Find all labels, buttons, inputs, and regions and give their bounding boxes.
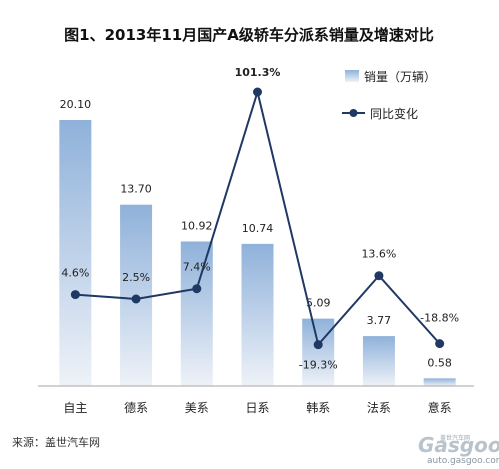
bar-value-label: 10.74 <box>242 222 274 235</box>
source-note: 来源：盖世汽车网 <box>12 435 100 449</box>
gasgoo-watermark: 盖世汽车网 Gasgoo auto.gasgoo.com <box>418 433 499 466</box>
watermark-brand: Gasgoo <box>418 433 499 457</box>
legend-label-line: 同比变化 <box>370 106 418 121</box>
legend-label-bar: 销量（万辆） <box>364 70 436 84</box>
line-point <box>192 284 202 294</box>
bar <box>241 243 274 386</box>
legend-swatch-marker <box>349 109 358 117</box>
x-tick-label: 韩系 <box>306 400 330 415</box>
line-point <box>70 290 80 300</box>
chart-title: 图1、2013年11月国产A级轿车分派系销量及增速对比 <box>64 26 434 44</box>
line-point <box>253 87 262 97</box>
x-tick-label: 德系 <box>124 400 148 415</box>
line-point <box>374 271 384 281</box>
watermark-url: auto.gasgoo.com <box>427 456 499 466</box>
bar-value-label: 5.09 <box>306 297 331 310</box>
line-value-label: 2.5% <box>122 271 150 284</box>
bar <box>423 378 456 386</box>
bar <box>180 241 213 386</box>
bar-value-label: 0.58 <box>427 356 452 369</box>
bar <box>59 120 92 386</box>
bar <box>362 336 395 386</box>
line-value-label: -18.8% <box>420 312 459 325</box>
legend: 销量（万辆） 同比变化 <box>342 70 436 121</box>
line-value-label: 7.4% <box>183 261 211 274</box>
bar-value-label: 20.10 <box>60 98 92 111</box>
bar-value-label: 3.77 <box>367 314 392 327</box>
line-point <box>131 294 141 304</box>
line-value-label: -19.3% <box>299 359 338 372</box>
legend-swatch-bar <box>345 70 359 82</box>
line-value-label: 101.3% <box>235 66 281 79</box>
x-tick-label: 自主 <box>63 401 87 415</box>
x-tick-label: 法系 <box>367 401 391 415</box>
line-value-label: 13.6% <box>361 248 396 261</box>
bar-value-label: 10.92 <box>181 219 213 232</box>
x-tick-label: 日系 <box>245 401 269 415</box>
line-value-labels: 4.6% 2.5% 7.4% 101.3% -19.3% 13.6% -18.8% <box>61 66 459 372</box>
line-point <box>435 339 445 349</box>
bar-value-label: 13.70 <box>120 183 152 196</box>
bar <box>302 318 335 386</box>
watermark-small: 盖世汽车网 <box>440 434 470 442</box>
line-point <box>313 340 323 350</box>
x-axis-tick-labels: 自主 德系 美系 日系 韩系 法系 意系 <box>63 400 451 415</box>
x-tick-label: 意系 <box>428 400 452 415</box>
line-value-label: 4.6% <box>61 267 89 280</box>
bar-value-labels: 20.10 13.70 10.92 10.74 5.09 3.77 0.58 <box>60 98 452 369</box>
line-series <box>70 87 445 350</box>
x-tick-label: 美系 <box>185 401 209 415</box>
